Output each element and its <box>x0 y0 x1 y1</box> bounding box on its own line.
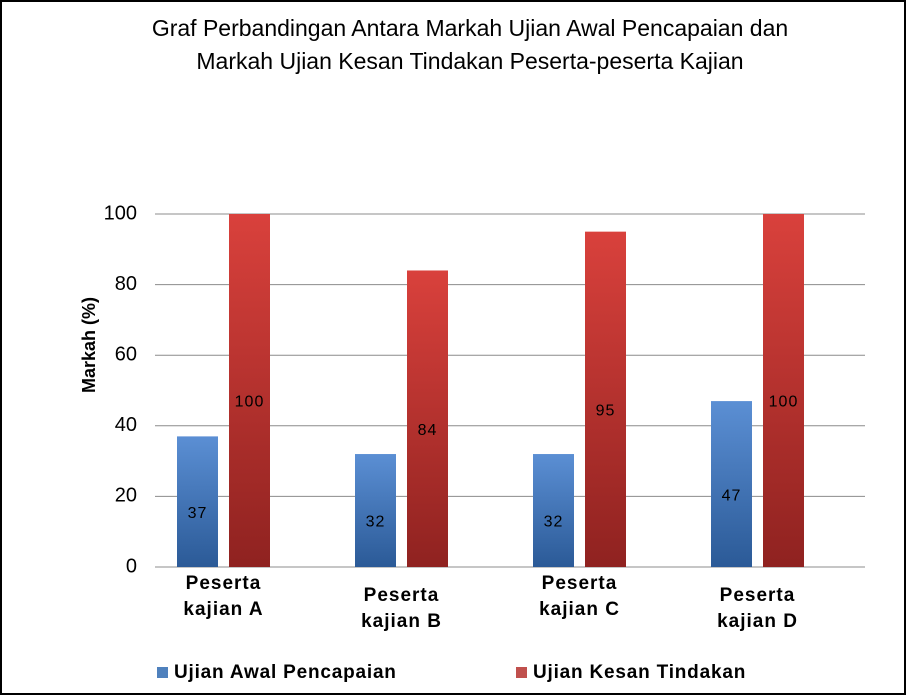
y-tick-label: 80 <box>115 273 137 295</box>
bar <box>763 214 804 567</box>
bar <box>533 454 574 567</box>
x-tick-label: Peserta kajian C <box>539 573 620 620</box>
data-label: 100 <box>235 394 265 411</box>
data-label: 32 <box>366 514 386 531</box>
bar <box>355 454 396 567</box>
legend-swatch <box>516 667 527 678</box>
data-label: 100 <box>769 394 799 411</box>
y-tick-label: 20 <box>115 485 137 507</box>
legend-label: Ujian Awal Pencapaian <box>174 662 397 683</box>
x-tick-label: Peserta kajian A <box>183 573 264 620</box>
data-label: 47 <box>722 487 742 504</box>
bar <box>229 214 270 567</box>
data-label: 32 <box>544 514 564 531</box>
y-tick-label: 0 <box>126 555 137 577</box>
bar <box>585 231 626 567</box>
x-tick-label: Peserta kajian D <box>717 585 798 632</box>
y-tick-label: 60 <box>115 343 137 365</box>
bar <box>711 401 752 567</box>
legend-label: Ujian Kesan Tindakan <box>533 662 746 683</box>
y-tick-label: 40 <box>115 414 137 436</box>
bar <box>407 270 448 567</box>
legend-swatch <box>157 667 168 678</box>
y-tick-label: 100 <box>104 202 137 224</box>
data-label: 95 <box>596 403 616 420</box>
data-label: 84 <box>418 422 438 439</box>
y-axis-label: Markah (%) <box>79 297 99 393</box>
chart-title: Graf Perbandingan Antara Markah Ujian Aw… <box>151 15 789 74</box>
data-label: 37 <box>188 505 208 522</box>
x-tick-label: Peserta kajian B <box>361 585 442 632</box>
bar <box>177 436 218 567</box>
